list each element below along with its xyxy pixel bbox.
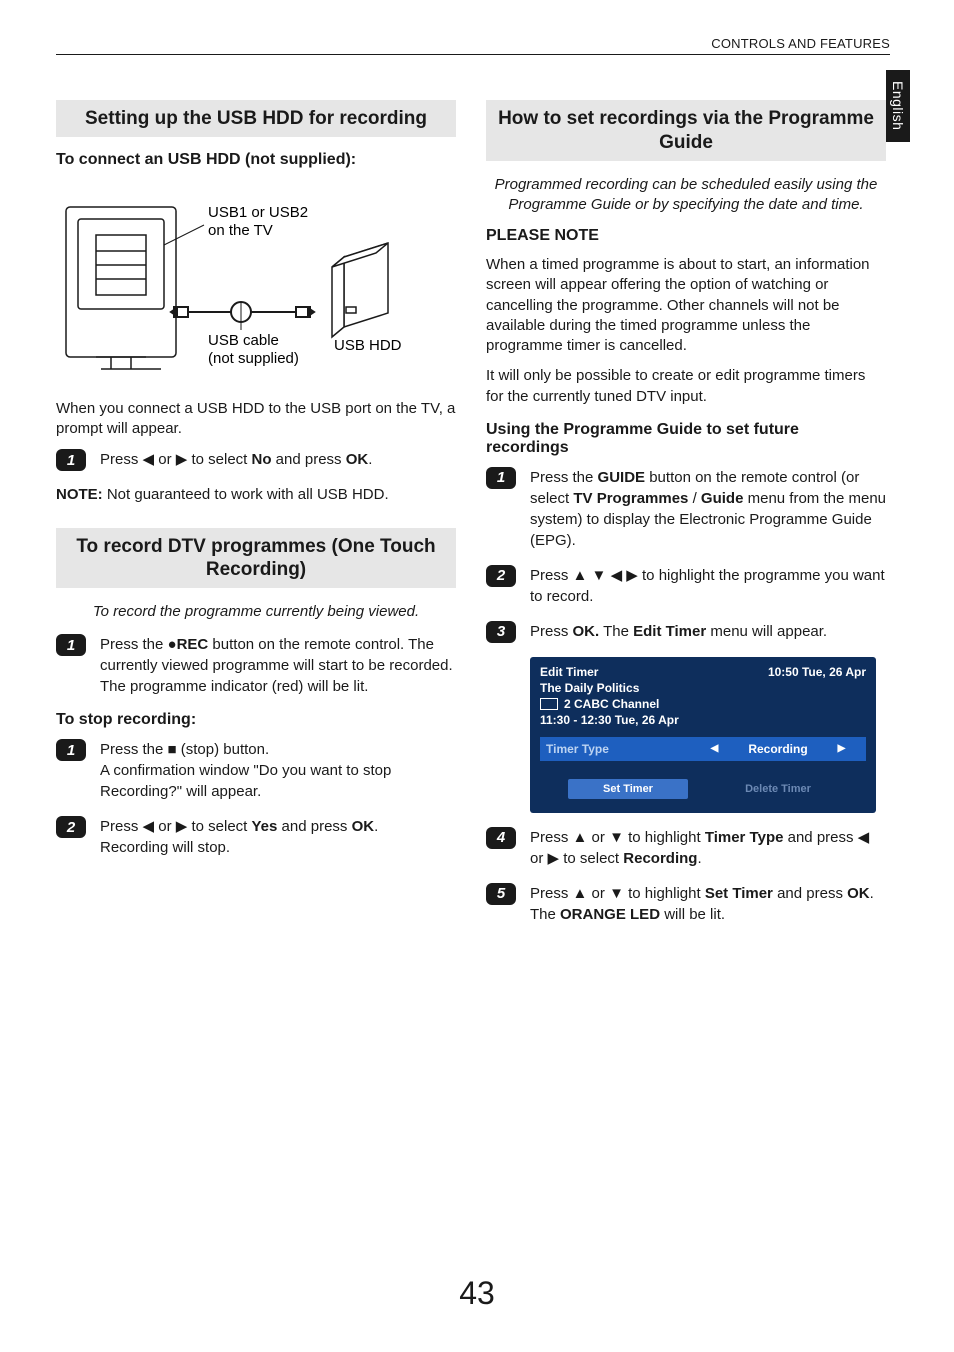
header-rule xyxy=(56,54,890,55)
page-number: 43 xyxy=(0,1275,954,1312)
prog-guide-lead: Programmed recording can be scheduled ea… xyxy=(486,175,886,216)
step-badge-r1: 1 xyxy=(486,467,516,489)
section-title-prog-guide: How to set recordings via the Programme … xyxy=(486,100,886,161)
step-guide-5-body: Press ▲ or ▼ to highlight Set Timer and … xyxy=(530,883,886,925)
osd-delete-timer-button: Delete Timer xyxy=(718,779,838,799)
please-note-p2: It will only be possible to create or ed… xyxy=(486,366,886,407)
using-guide-heading: Using the Programme Guide to set future … xyxy=(486,421,886,457)
step-badge-r3: 3 xyxy=(486,621,516,643)
step-stop-1-body: Press the ■ (stop) button. A confirmatio… xyxy=(100,739,456,802)
diag-l5: USB HDD xyxy=(334,337,402,354)
usb-hdd-diagram: USB1 or USB2 on the TV USB cable (not su… xyxy=(56,187,416,377)
osd-timer-type-row: Timer Type ◀ Recording ▶ xyxy=(540,737,866,761)
step-rec-1: 1 Press the ●REC button on the remote co… xyxy=(56,634,456,697)
step-guide-4: 4 Press ▲ or ▼ to highlight Timer Type a… xyxy=(486,827,886,869)
step-badge-1b: 1 xyxy=(56,634,86,656)
step-badge-r4: 4 xyxy=(486,827,516,849)
step-guide-4-body: Press ▲ or ▼ to highlight Timer Type and… xyxy=(530,827,886,869)
step-rec-1-body: Press the ●REC button on the remote cont… xyxy=(100,634,456,697)
stop-recording-heading: To stop recording: xyxy=(56,711,456,729)
diag-l4: (not supplied) xyxy=(208,350,299,367)
section-title-usb-hdd: Setting up the USB HDD for recording xyxy=(56,100,456,137)
osd-left-arrow-icon: ◀ xyxy=(711,743,719,754)
osd-right-arrow-icon: ▶ xyxy=(838,743,846,754)
step-guide-2: 2 Press ▲ ▼ ◀ ▶ to highlight the program… xyxy=(486,565,886,607)
please-note-p1: When a timed programme is about to start… xyxy=(486,255,886,356)
step-usb-1-body: Press ◀ or ▶ to select No and press OK. xyxy=(100,449,456,470)
connect-usb-heading: To connect an USB HDD (not supplied): xyxy=(56,151,456,169)
osd-clock: 10:50 Tue, 26 Apr xyxy=(768,665,866,679)
step-guide-3-body: Press OK. The Edit Timer menu will appea… xyxy=(530,621,886,642)
osd-channel: 2 CABC Channel xyxy=(540,697,866,711)
osd-channel-icon xyxy=(540,698,558,710)
osd-programme: The Daily Politics xyxy=(540,681,866,695)
osd-row-value: Recording xyxy=(748,742,807,756)
osd-title: Edit Timer xyxy=(540,665,598,679)
diag-l1: USB1 or USB2 xyxy=(208,204,308,221)
osd-time: 11:30 - 12:30 Tue, 26 Apr xyxy=(540,713,866,727)
usb-connect-prompt: When you connect a USB HDD to the USB po… xyxy=(56,399,456,440)
page-header: CONTROLS AND FEATURES xyxy=(711,36,890,51)
diag-l3: USB cable xyxy=(208,332,279,349)
step-stop-2-body: Press ◀ or ▶ to select Yes and press OK.… xyxy=(100,816,456,858)
edit-timer-osd: Edit Timer 10:50 Tue, 26 Apr The Daily P… xyxy=(530,657,876,813)
content-columns: Setting up the USB HDD for recording To … xyxy=(56,90,886,939)
step-badge-r5: 5 xyxy=(486,883,516,905)
step-guide-3: 3 Press OK. The Edit Timer menu will app… xyxy=(486,621,886,643)
one-touch-lead: To record the programme currently being … xyxy=(56,602,456,622)
step-guide-5: 5 Press ▲ or ▼ to highlight Set Timer an… xyxy=(486,883,886,925)
left-column: Setting up the USB HDD for recording To … xyxy=(56,90,456,939)
step-stop-2: 2 Press ◀ or ▶ to select Yes and press O… xyxy=(56,816,456,858)
step-guide-1: 1 Press the GUIDE button on the remote c… xyxy=(486,467,886,551)
osd-set-timer-button: Set Timer xyxy=(568,779,688,799)
right-column: How to set recordings via the Programme … xyxy=(486,90,886,939)
step-badge-1: 1 xyxy=(56,449,86,471)
step-usb-1: 1 Press ◀ or ▶ to select No and press OK… xyxy=(56,449,456,471)
step-guide-2-body: Press ▲ ▼ ◀ ▶ to highlight the programme… xyxy=(530,565,886,607)
step-guide-1-body: Press the GUIDE button on the remote con… xyxy=(530,467,886,551)
section-title-one-touch: To record DTV programmes (One Touch Reco… xyxy=(56,528,456,589)
step-stop-1: 1 Press the ■ (stop) button. A confirmat… xyxy=(56,739,456,802)
step-badge-r2: 2 xyxy=(486,565,516,587)
step-badge-1c: 1 xyxy=(56,739,86,761)
please-note-heading: PLEASE NOTE xyxy=(486,227,886,245)
osd-row-label: Timer Type xyxy=(540,742,690,756)
diag-l2: on the TV xyxy=(208,222,273,239)
language-tab: English xyxy=(886,70,910,142)
usb-note: NOTE: Not guaranteed to work with all US… xyxy=(56,485,456,505)
step-badge-2: 2 xyxy=(56,816,86,838)
